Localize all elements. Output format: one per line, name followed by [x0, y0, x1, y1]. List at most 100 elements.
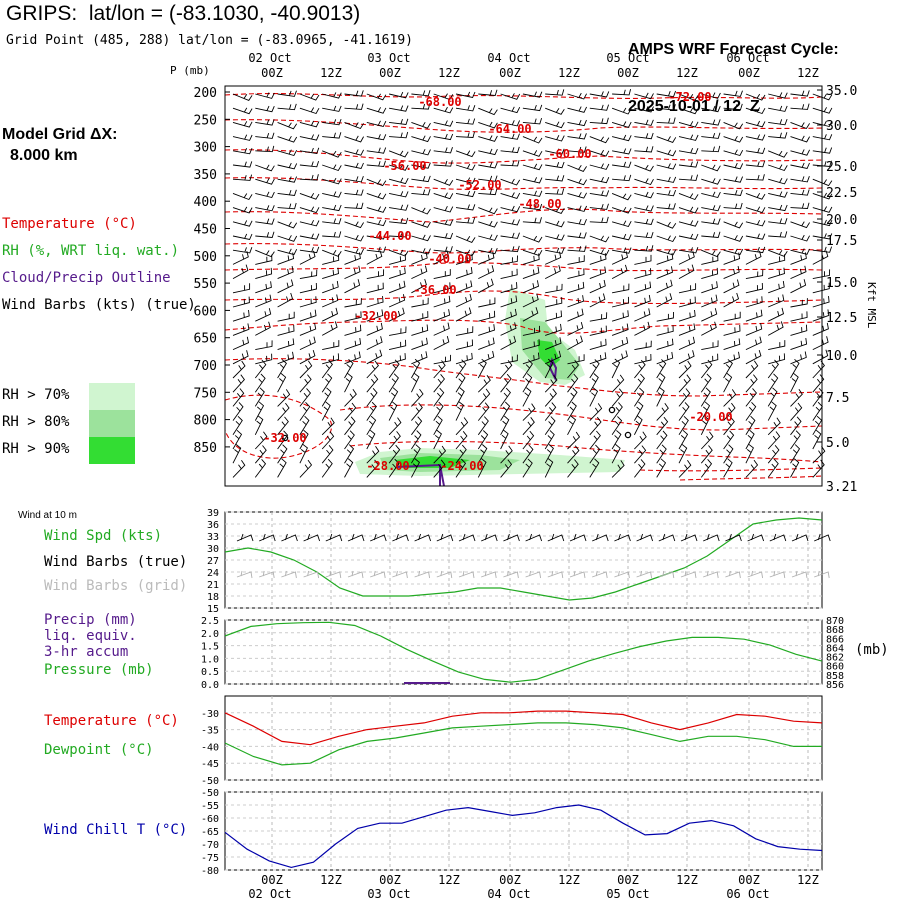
wind-barb-196: [389, 191, 409, 198]
wind-barb-602: [411, 388, 424, 407]
wind-barb-650: [277, 416, 289, 436]
wind-barb-313: [589, 249, 610, 256]
wind-barb-185: [745, 174, 765, 181]
wind-barb-709: [388, 444, 401, 464]
wind-barb-68: [545, 121, 565, 129]
wind-barb-139: [322, 164, 342, 172]
wind-barb-159: [768, 164, 788, 172]
temperature-contour-4: [224, 208, 823, 223]
true-wind-barb-25: [791, 533, 809, 542]
wind-barb-342: [634, 254, 652, 265]
wind-barb-318: [701, 249, 721, 258]
wind-barb-474: [567, 321, 584, 336]
wind-barb-284: [545, 234, 565, 241]
wind-barb-735: [366, 459, 379, 478]
wind-barb-315: [634, 245, 654, 252]
contour-label-2: -64.00: [488, 122, 531, 136]
panel-tick-label: 24: [207, 568, 219, 579]
wind-barb-486: [232, 336, 250, 351]
wind-barb-404: [812, 282, 830, 294]
wind-barb-613: [656, 387, 665, 407]
wind-barb-380: [277, 279, 294, 294]
wind-barb-229: [522, 203, 543, 211]
height-tick-label: 25.0: [826, 160, 857, 175]
wind-barb-18: [634, 92, 654, 100]
wind-barb-134: [812, 147, 833, 154]
wind-barb-235: [656, 203, 676, 210]
wind-barb-118: [455, 150, 476, 158]
wind-barb-535: [723, 351, 741, 365]
wind-barb-540: [232, 360, 246, 379]
height-tick-label: 7.5: [826, 391, 849, 406]
wind-barb-395: [612, 283, 630, 294]
wind-barb-630: [433, 401, 444, 421]
wind-barb-410: [344, 298, 362, 308]
wind-barb-341: [611, 251, 629, 265]
wind-barb-234: [634, 205, 654, 212]
wind-barb-574: [388, 373, 399, 393]
wind-barb-694: [656, 430, 668, 450]
grid-wind-barb-6: [370, 570, 386, 579]
wind-barb-685: [455, 431, 468, 450]
wind-barb-172: [455, 177, 476, 184]
grid-point-subtitle: Grid Point (485, 288) lat/lon = (-83.096…: [6, 33, 413, 48]
wind-barb-372: [701, 267, 719, 280]
wind-barb-570: [299, 374, 312, 393]
wind-barb-257: [545, 220, 565, 228]
wind-barb-13: [522, 91, 543, 98]
wind-barb-34: [389, 105, 409, 112]
wind-barb-508: [723, 338, 741, 351]
wind-barb-445: [522, 307, 539, 322]
wind-barb-378: [232, 283, 251, 294]
wind-barb-524: [478, 350, 495, 365]
wind-barb-559: [656, 359, 667, 379]
wind-barb-513: [232, 350, 249, 365]
wind-barb-176: [545, 175, 565, 182]
wind-barb-50: [745, 107, 766, 115]
wind-barb-639: [634, 401, 644, 421]
wind-barb-629: [411, 402, 423, 421]
panel-tick-label: -45: [201, 759, 219, 770]
wind-barb-21: [701, 92, 721, 99]
wind-barb-438: [366, 309, 384, 322]
wind-barb-728: [812, 445, 826, 464]
wind-barb-102: [701, 132, 721, 139]
contour-label-0: -68.00: [418, 95, 461, 109]
wind-barb-4: [322, 92, 342, 99]
wind-barb-745: [589, 458, 600, 478]
wind-barb-223: [389, 204, 409, 211]
contour-label-7: -44.00: [368, 229, 411, 243]
wind-barb-113: [344, 149, 365, 156]
wind-barb-554: [544, 358, 554, 379]
wind-barb-402: [768, 280, 785, 294]
panel-tick-label: -40: [201, 742, 219, 753]
pressure-tick-label: 550: [194, 277, 217, 292]
wind-barb-603: [433, 387, 445, 407]
wind-barb-555: [567, 360, 579, 379]
wind-barb-465: [366, 322, 383, 336]
temperature-contour-11: [339, 404, 823, 431]
wind-barb-426: [701, 294, 718, 308]
wind-barb-593: [812, 374, 825, 393]
legend-rh80-swatch: [89, 410, 135, 437]
wind-barb-505: [656, 338, 674, 351]
wind-barb-396: [634, 281, 652, 294]
wind-barb-186: [768, 177, 788, 185]
legend-rh80-label: RH > 80%: [2, 414, 70, 430]
wind-barb-46: [656, 104, 676, 111]
wind-barb-633: [500, 401, 511, 421]
wind-barb-678: [299, 429, 309, 450]
wind-barb-312: [567, 245, 587, 252]
wind-barb-511: [790, 338, 808, 351]
wind-barb-195: [366, 192, 387, 200]
wind-barb-517: [322, 353, 340, 365]
wind-barb-649: [254, 415, 264, 435]
temperature-contour-9: [224, 358, 823, 397]
pressure-label: Pressure (mb): [44, 662, 154, 678]
wind-barb-430: [790, 298, 808, 308]
panel-tick-label: 30: [207, 544, 219, 555]
wind-barb-177: [567, 178, 587, 186]
wind-barb-453: [701, 308, 718, 322]
wind-barb-25: [790, 90, 810, 97]
wind-barb-536: [745, 349, 762, 365]
